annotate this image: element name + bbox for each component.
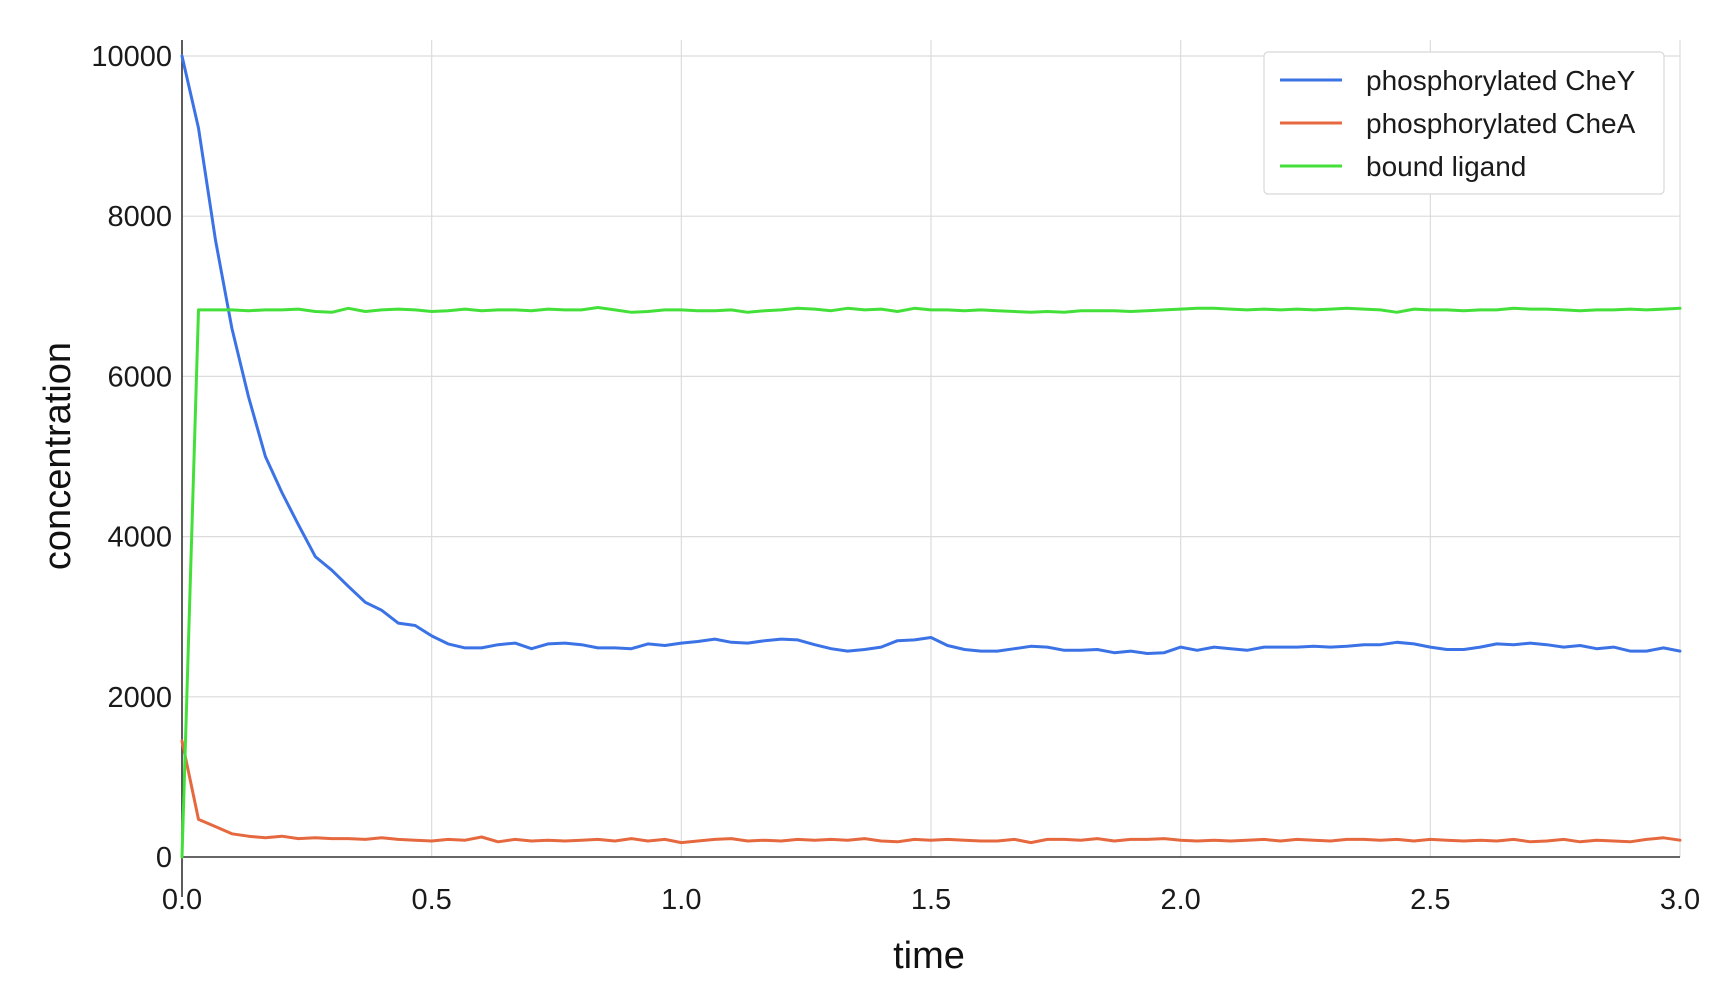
x-tick-label: 2.5 bbox=[1410, 884, 1450, 916]
legend-label: bound ligand bbox=[1366, 151, 1526, 182]
x-tick-label: 0.0 bbox=[162, 884, 202, 916]
legend-box bbox=[1263, 51, 1665, 195]
axes bbox=[181, 40, 1680, 897]
y-tick-labels: 0 2000 4000 6000 8000 10000 bbox=[91, 41, 172, 874]
x-tick-label: 1.0 bbox=[661, 884, 701, 916]
series-lines bbox=[180, 54, 1682, 859]
legend-label: phosphorylated CheY bbox=[1366, 65, 1636, 96]
x-axis-label: time bbox=[893, 935, 965, 977]
y-tick-label: 0 bbox=[156, 842, 172, 874]
grid-lines bbox=[182, 40, 1681, 857]
legend: phosphorylated CheY phosphorylated CheA bo… bbox=[1263, 51, 1665, 195]
legend-label: phosphorylated CheA bbox=[1366, 108, 1636, 139]
y-tick-label: 2000 bbox=[107, 682, 172, 714]
y-tick-label: 4000 bbox=[107, 522, 172, 554]
x-tick-label: 3.0 bbox=[1660, 884, 1700, 916]
series-line-2 bbox=[180, 739, 1682, 845]
x-tick-labels: 0.0 0.5 1.0 1.5 2.0 2.5 3.0 bbox=[162, 884, 1700, 916]
y-tick-label: 8000 bbox=[107, 201, 172, 233]
y-tick-label: 10000 bbox=[91, 41, 172, 73]
x-tick-label: 0.5 bbox=[412, 884, 452, 916]
x-tick-label: 2.0 bbox=[1161, 884, 1201, 916]
series-line-3 bbox=[180, 306, 1682, 859]
y-axis-label: concentration bbox=[37, 342, 79, 570]
y-tick-label: 6000 bbox=[107, 361, 172, 393]
series-line-1 bbox=[180, 54, 1682, 655]
x-tick-label: 1.5 bbox=[911, 884, 951, 916]
